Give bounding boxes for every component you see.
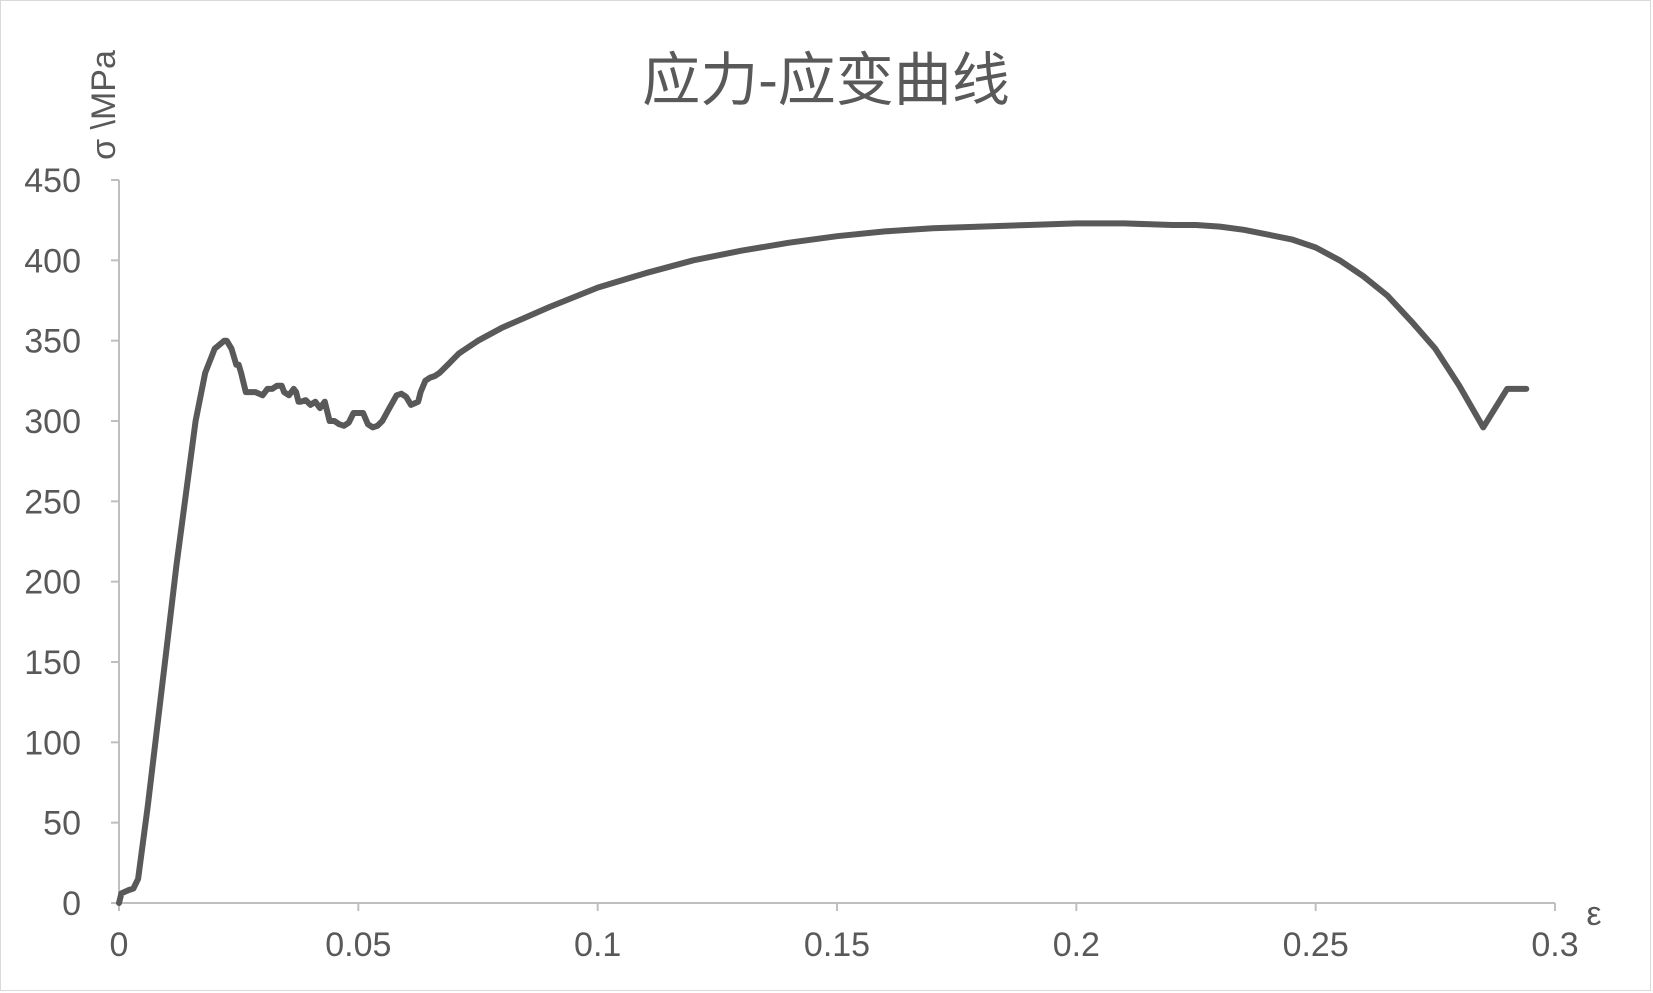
x-tick-label: 0.15 bbox=[804, 926, 870, 964]
x-tick-label: 0.05 bbox=[325, 926, 391, 964]
x-tick-label: 0.25 bbox=[1283, 926, 1349, 964]
y-axis-label: σ \MPa bbox=[85, 50, 123, 160]
y-tick-label: 400 bbox=[24, 242, 81, 280]
y-tick-label: 200 bbox=[24, 564, 81, 602]
y-tick-label: 250 bbox=[24, 483, 81, 521]
x-tick-label: 0 bbox=[110, 926, 129, 964]
y-tick-label: 100 bbox=[24, 724, 81, 762]
axes bbox=[118, 180, 1555, 904]
y-tick-label: 350 bbox=[24, 323, 81, 361]
x-axis-ticks: 0 0.05 0.1 0.15 0.2 0.25 0.3 bbox=[110, 903, 1579, 964]
x-tick-label: 0.2 bbox=[1053, 926, 1100, 964]
plot-area bbox=[116, 220, 1530, 906]
x-axis-label: ε bbox=[1586, 895, 1601, 933]
y-tick-label: 300 bbox=[24, 403, 81, 441]
y-tick-label: 50 bbox=[43, 805, 81, 843]
y-tick-label: 150 bbox=[24, 644, 81, 682]
y-axis-ticks: 0 50 100 150 200 250 300 350 400 450 bbox=[24, 162, 119, 923]
y-tick-label: 450 bbox=[24, 162, 81, 200]
series-line bbox=[116, 220, 1530, 906]
x-tick-label: 0.3 bbox=[1531, 926, 1578, 964]
chart-title: 应力-应变曲线 bbox=[642, 46, 1010, 114]
y-tick-label: 0 bbox=[62, 885, 81, 923]
x-tick-label: 0.1 bbox=[574, 926, 621, 964]
